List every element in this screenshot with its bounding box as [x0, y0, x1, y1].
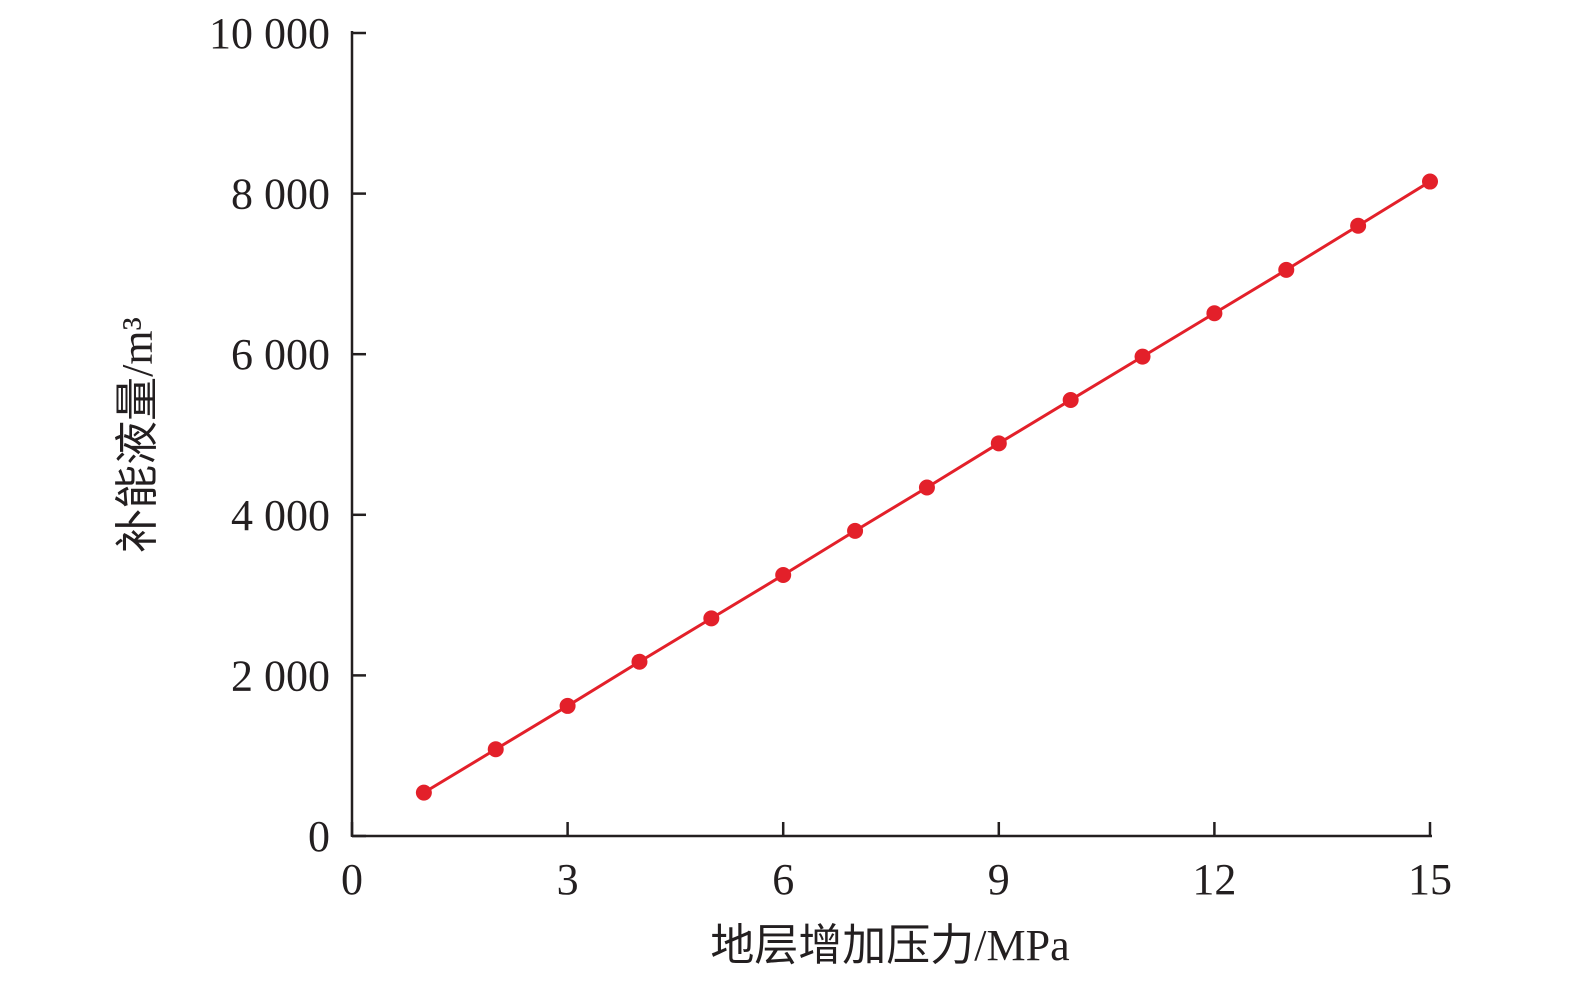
x-axis-label: 地层增加压力/MPa — [710, 921, 1069, 970]
data-point — [559, 697, 576, 714]
data-point — [1278, 261, 1295, 278]
data-point — [415, 784, 432, 801]
y-tick-label: 8 000 — [231, 170, 330, 219]
data-point — [990, 435, 1007, 452]
data-point — [1422, 173, 1438, 190]
x-tick-label: 6 — [772, 855, 794, 904]
data-point — [775, 567, 792, 584]
y-tick-label: 4 000 — [231, 491, 330, 540]
data-point — [1134, 348, 1151, 365]
x-tick-label: 12 — [1192, 855, 1236, 904]
x-tick-label: 9 — [988, 855, 1010, 904]
x-tick-label: 3 — [557, 855, 579, 904]
data-point — [703, 610, 720, 627]
data-point — [1206, 305, 1223, 322]
y-axis-label: 补能液量/m³ — [113, 317, 162, 553]
data-point — [631, 653, 648, 670]
y-tick-label: 10 000 — [209, 9, 330, 58]
data-point — [487, 741, 504, 758]
data-point — [918, 479, 935, 496]
data-point — [847, 522, 864, 539]
y-tick-label: 0 — [308, 812, 330, 861]
y-tick-label: 6 000 — [231, 330, 330, 379]
y-tick-label: 2 000 — [231, 651, 330, 700]
data-point — [1350, 217, 1367, 234]
x-tick-label: 0 — [341, 855, 363, 904]
x-tick-label: 15 — [1408, 855, 1452, 904]
data-point — [1062, 391, 1079, 408]
